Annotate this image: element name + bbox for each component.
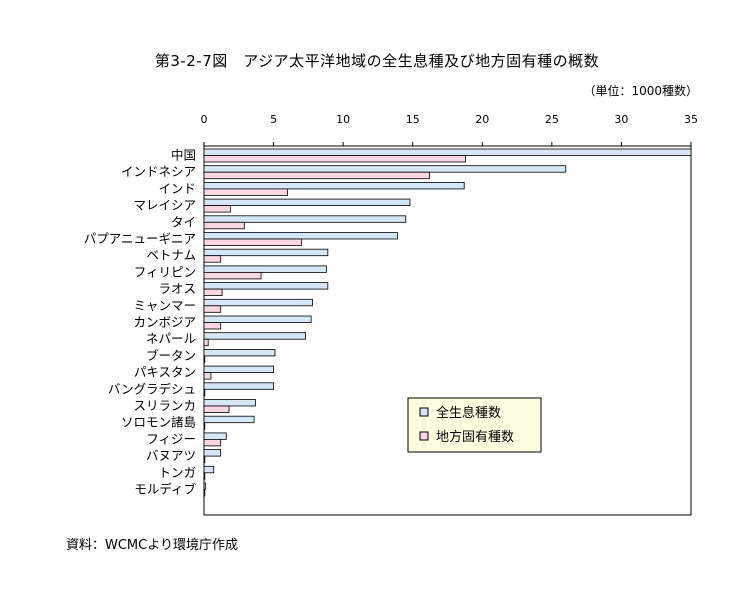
category-label: インドネシア xyxy=(121,164,196,179)
bar-series2 xyxy=(203,405,230,413)
category-label: ミャンマー xyxy=(133,298,196,313)
category-label: ラオス xyxy=(158,281,196,296)
bar-series2 xyxy=(203,388,206,397)
category-label: ネパール xyxy=(146,331,196,346)
bar-series1 xyxy=(203,148,692,156)
bar-series1 xyxy=(203,181,465,190)
category-label: フィジー xyxy=(146,431,196,446)
bar-series1 xyxy=(203,198,411,207)
x-tick-label: 15 xyxy=(406,113,420,126)
category-label: ブータン xyxy=(146,348,196,363)
bar-series1 xyxy=(203,232,398,240)
legend-label-series1: 全生息種数 xyxy=(436,405,501,421)
bar-series2 xyxy=(203,188,288,196)
bar-series2 xyxy=(203,372,212,380)
category-label: フィリピン xyxy=(134,264,196,279)
bar-series2 xyxy=(203,322,222,330)
category-label: タイ xyxy=(171,214,196,229)
bar-series1 xyxy=(203,348,276,357)
category-label: バヌアツ xyxy=(146,448,196,463)
bar-series2 xyxy=(203,155,466,163)
category-label: パプアニューギニア xyxy=(84,231,196,246)
category-label: カンボジア xyxy=(133,315,196,330)
category-label: 中国 xyxy=(171,148,196,163)
x-tick-label: 25 xyxy=(545,113,559,126)
category-label: パキスタン xyxy=(134,365,196,380)
bar-series2 xyxy=(203,271,262,280)
source-note: 資料：WCMCより環境庁作成 xyxy=(66,538,238,553)
legend-box xyxy=(407,397,542,453)
x-tick-label: 20 xyxy=(475,113,489,126)
x-tick-label: 10 xyxy=(336,113,350,126)
x-tick-label: 30 xyxy=(614,113,628,126)
bar-series1 xyxy=(203,415,255,424)
bar-series2 xyxy=(203,355,206,363)
bar-series2 xyxy=(203,489,206,497)
category-label: バングラデシュ xyxy=(108,381,196,396)
category-label: モルディブ xyxy=(134,482,196,497)
bar-series1 xyxy=(203,332,306,340)
plot-frame xyxy=(203,145,692,516)
bar-series1 xyxy=(203,432,227,440)
bar-series1 xyxy=(203,382,274,390)
bar-series1 xyxy=(203,165,567,173)
bar-series2 xyxy=(203,288,223,297)
legend-swatch-series2 xyxy=(419,431,429,441)
bar-series1 xyxy=(203,365,274,374)
category-label: トンガ xyxy=(158,465,196,480)
bar-series1 xyxy=(203,449,222,457)
chart-title: 第3-2-7図 アジア太平洋地域の全生息種及び地方固有種の概数 xyxy=(154,52,600,70)
legend-swatch-series1 xyxy=(419,407,429,417)
category-label: ソロモン諸島 xyxy=(121,415,196,430)
bar-series2 xyxy=(203,171,430,180)
bar-series2 xyxy=(203,455,206,464)
bar-series1 xyxy=(203,248,329,257)
category-label: スリランカ xyxy=(133,398,196,413)
bar-series2 xyxy=(203,205,231,213)
bar-series1 xyxy=(203,265,327,273)
bar-series2 xyxy=(203,221,245,230)
category-label: インド xyxy=(158,181,196,196)
x-tick-label: 0 xyxy=(201,113,208,126)
category-label: マレイシア xyxy=(133,198,196,213)
bar-series1 xyxy=(203,215,407,223)
legend: 全生息種数 地方固有種数 xyxy=(407,397,542,453)
x-tick-label: 5 xyxy=(270,113,277,126)
x-tick-label: 35 xyxy=(684,113,698,126)
legend-label-series2: 地方固有種数 xyxy=(436,429,514,445)
bar-series1 xyxy=(203,465,215,474)
bar-series1 xyxy=(203,298,313,307)
bar-series1 xyxy=(203,399,256,407)
bar-series2 xyxy=(203,338,209,347)
bar-series2 xyxy=(203,305,222,313)
bar-series2 xyxy=(203,255,222,263)
unit-label: （単位：1000種数） xyxy=(583,84,698,98)
bar-series2 xyxy=(203,238,302,246)
bar-series1 xyxy=(203,315,312,323)
bar-series2 xyxy=(203,422,206,430)
bar-series1 xyxy=(203,282,329,290)
category-label: ベトナム xyxy=(146,248,196,263)
bar-series2 xyxy=(203,438,222,447)
bar-series2 xyxy=(203,472,206,480)
bar-series1 xyxy=(203,482,206,490)
